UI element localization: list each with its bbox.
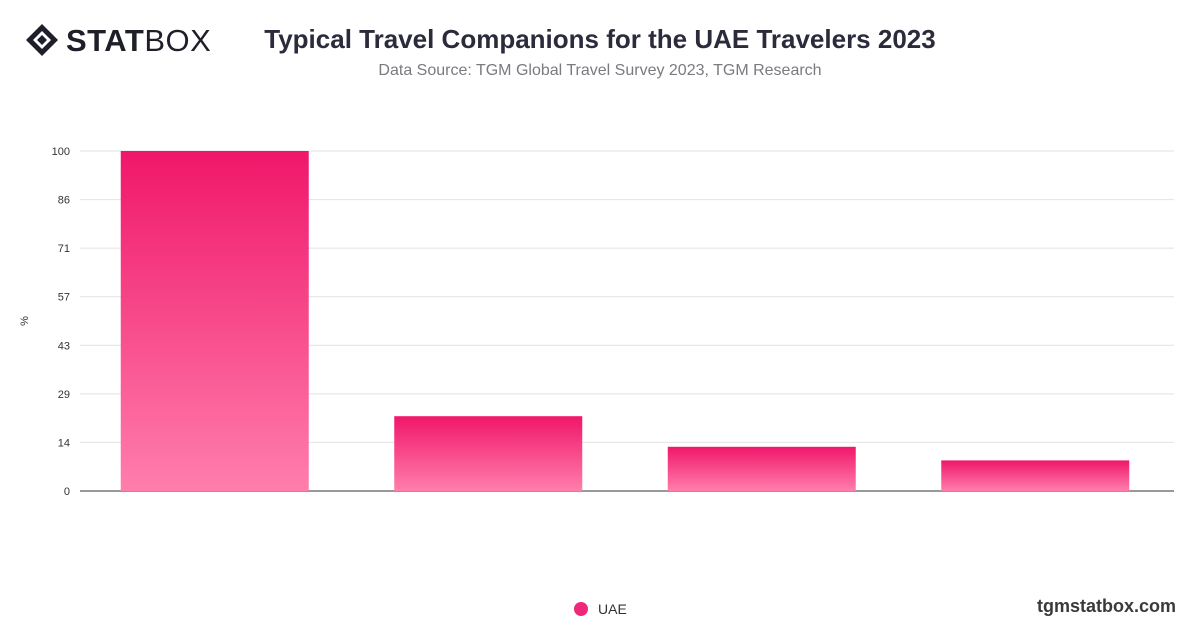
logo-wordmark: STATBOX bbox=[66, 25, 211, 56]
chart-title: Typical Travel Companions for the UAE Tr… bbox=[264, 24, 936, 54]
y-tick-label: 57 bbox=[58, 292, 70, 304]
bar[interactable] bbox=[667, 446, 856, 491]
chart-subtitle: Data Source: TGM Global Travel Survey 20… bbox=[378, 62, 822, 79]
y-tick-label: 100 bbox=[52, 146, 70, 158]
bar[interactable] bbox=[394, 416, 583, 491]
website-link[interactable]: tgmstatbox.com bbox=[1036, 596, 1176, 616]
statbox-logo[interactable]: STATBOX bbox=[24, 22, 211, 58]
y-tick-label: 29 bbox=[58, 389, 70, 401]
y-tick-label: 14 bbox=[58, 437, 70, 449]
bar[interactable] bbox=[120, 151, 309, 491]
y-axis-ticks: 0 14 29 43 57 71 86 100 bbox=[52, 146, 70, 498]
y-tick-label: 43 bbox=[58, 340, 70, 352]
y-tick-label: 71 bbox=[58, 243, 70, 255]
y-tick-label: 0 bbox=[64, 486, 70, 498]
legend[interactable]: UAE bbox=[574, 601, 627, 617]
logo-bold-text: STAT bbox=[66, 22, 145, 58]
logo-light-text: BOX bbox=[144, 22, 212, 58]
bars bbox=[120, 151, 1130, 491]
y-axis-label: % bbox=[19, 316, 31, 326]
legend-label: UAE bbox=[598, 601, 627, 617]
diamond-logo-icon bbox=[26, 24, 58, 56]
bar[interactable] bbox=[941, 460, 1130, 491]
y-tick-label: 86 bbox=[58, 195, 70, 207]
legend-marker-icon bbox=[574, 602, 588, 616]
